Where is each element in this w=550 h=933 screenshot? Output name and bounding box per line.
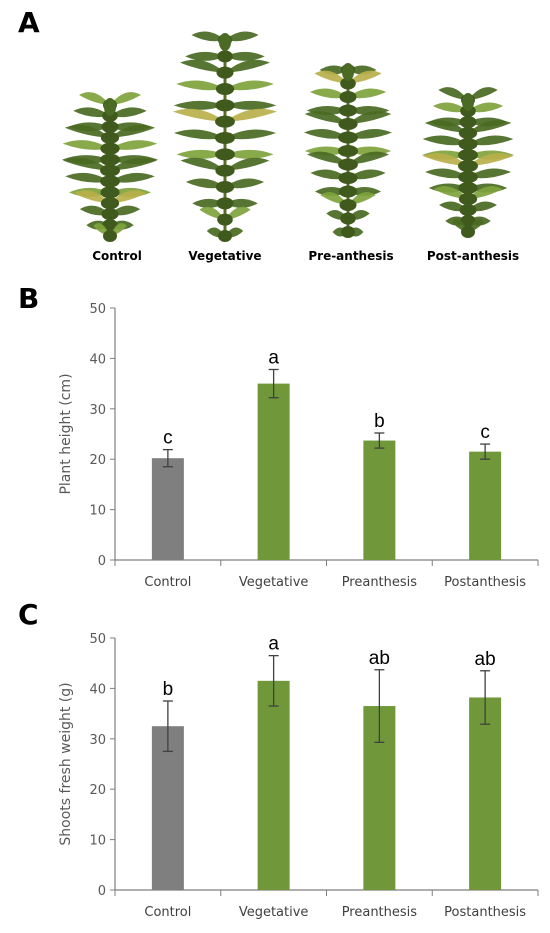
panel-b-label: B [18,282,40,315]
category-label: Control [144,575,191,590]
bar-vegetative [257,383,290,560]
bar-vegetative [257,680,290,890]
y-tick-label: 0 [98,884,106,899]
y-tick-label: 10 [89,504,106,519]
category-label: Control [144,905,191,920]
category-label: Preanthesis [342,905,418,920]
y-axis-label: Plant height (cm) [58,373,74,494]
significance-letter: b [374,411,385,432]
y-tick-label: 40 [89,352,106,367]
plant-pre-anthesis [304,63,392,238]
category-label: Vegetative [239,905,309,920]
fresh-weight-chart: 0 10 20 30 40 50 Shoots fresh weight (g) b Contr… [58,632,539,920]
significance-letter: a [268,634,279,655]
bar-preanthesis [363,440,396,560]
bar-control [151,726,184,890]
plant-height-chart: 0 10 20 30 40 50 Plant height (cm) c Control a Veg… [58,302,539,590]
bar-control [151,458,184,560]
panel-a-label: A [18,6,40,39]
y-tick-label: 50 [89,632,106,647]
plant-label-pre-anthesis: Pre-anthesis [308,249,394,263]
significance-letter: ab [475,649,496,670]
significance-letter: c [163,428,173,449]
y-tick-label: 0 [98,554,106,569]
category-label: Vegetative [239,575,309,590]
significance-letter: c [480,422,490,443]
y-tick-label: 20 [89,783,106,798]
y-tick-label: 20 [89,453,106,468]
significance-letter: a [268,347,279,368]
category-label: Postanthesis [444,575,526,590]
plant-label-post-anthesis: Post-anthesis [426,249,520,263]
plant-vegetative [173,31,277,242]
bar-postanthesis [469,697,502,890]
significance-letter: ab [369,648,390,669]
y-tick-label: 30 [89,403,106,418]
bar-postanthesis [469,451,502,560]
y-tick-label: 10 [89,834,106,849]
y-axis-label: Shoots fresh weight (g) [58,682,74,845]
plant-photographs [62,31,514,242]
y-tick-label: 30 [89,733,106,748]
panel-c-label: C [18,598,39,631]
category-label: Preanthesis [342,575,418,590]
y-tick-label: 50 [89,302,106,317]
y-tick-label: 40 [89,682,106,697]
significance-letter: b [163,679,174,700]
plant-label-vegetative: Vegetative [188,249,262,263]
category-label: Postanthesis [444,905,526,920]
plant-label-control: Control [92,249,142,263]
plant-control [62,92,158,242]
plant-post-anthesis [422,87,514,238]
